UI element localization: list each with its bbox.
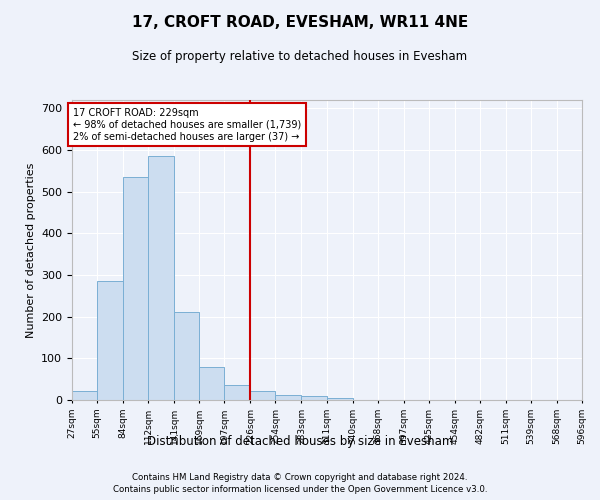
Text: Contains public sector information licensed under the Open Government Licence v3: Contains public sector information licen… [113, 485, 487, 494]
Bar [301, 396, 326, 400]
Text: Size of property relative to detached houses in Evesham: Size of property relative to detached ho… [133, 50, 467, 63]
Bar [224, 386, 250, 400]
Text: Distribution of detached houses by size in Evesham: Distribution of detached houses by size … [147, 435, 453, 448]
Bar [148, 156, 174, 400]
Bar [199, 366, 224, 400]
Bar [250, 391, 275, 400]
Bar [275, 395, 301, 400]
Text: 17 CROFT ROAD: 229sqm
← 98% of detached houses are smaller (1,739)
2% of semi-de: 17 CROFT ROAD: 229sqm ← 98% of detached … [73, 108, 301, 142]
Bar [97, 281, 123, 400]
Bar [123, 177, 148, 400]
Bar [174, 312, 199, 400]
Text: Contains HM Land Registry data © Crown copyright and database right 2024.: Contains HM Land Registry data © Crown c… [132, 472, 468, 482]
Bar [326, 398, 353, 400]
Text: 17, CROFT ROAD, EVESHAM, WR11 4NE: 17, CROFT ROAD, EVESHAM, WR11 4NE [132, 15, 468, 30]
Y-axis label: Number of detached properties: Number of detached properties [26, 162, 35, 338]
Bar [72, 391, 97, 400]
